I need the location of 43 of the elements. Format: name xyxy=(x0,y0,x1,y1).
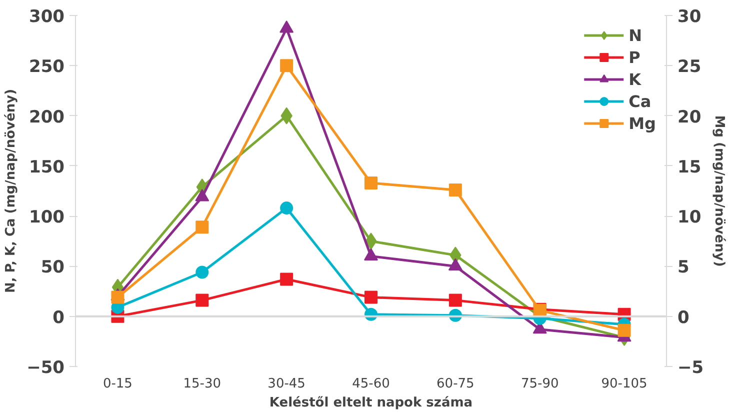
point xyxy=(448,294,462,307)
y-tick-label: 100 xyxy=(29,208,65,228)
point xyxy=(364,290,378,304)
y2-tick-label: 30 xyxy=(678,7,702,27)
legend-label: Mg xyxy=(628,114,656,132)
legend-label: N xyxy=(628,26,644,44)
y2-tick-label: 0 xyxy=(678,308,690,328)
x-tick-label: 45-60 xyxy=(352,376,390,392)
y-axis-title: N, P, K, Ca (mg/nap/növény) xyxy=(4,88,19,294)
point xyxy=(364,176,378,190)
x-tick-label: 0-15 xyxy=(102,376,132,392)
y-tick-label: 0 xyxy=(52,308,65,328)
point xyxy=(448,183,462,196)
point xyxy=(196,220,209,234)
point xyxy=(111,290,124,304)
y2-axis-title: Mg (mg/nap/növény) xyxy=(712,115,727,267)
y2-tick-label: −5 xyxy=(678,358,704,378)
y-tick-label: 50 xyxy=(40,258,65,278)
point xyxy=(280,202,294,215)
y2-tick-label: 10 xyxy=(678,208,702,228)
point xyxy=(618,324,631,337)
legend-label: P xyxy=(628,48,642,66)
y-tick-label: 150 xyxy=(29,157,65,178)
y-tick-label: −50 xyxy=(26,358,65,378)
point xyxy=(196,266,209,279)
x-tick-label: 15-30 xyxy=(183,376,222,392)
point xyxy=(280,59,294,72)
x-tick-label: 30-45 xyxy=(268,376,306,392)
y-tick-label: 200 xyxy=(29,107,65,128)
y2-tick-label: 20 xyxy=(678,107,702,128)
point xyxy=(280,272,294,286)
x-tick-label: 60-75 xyxy=(436,376,474,392)
point xyxy=(196,294,209,307)
legend-label: Ca xyxy=(628,92,652,110)
y-tick-label: 250 xyxy=(29,57,65,78)
y2-tick-label: 25 xyxy=(678,57,702,78)
x-tick-label: 75-90 xyxy=(520,376,559,392)
x-tick-label: 90-105 xyxy=(601,376,648,392)
x-axis-title: Keléstől eltelt napok száma xyxy=(269,396,473,410)
legend-label: K xyxy=(628,70,642,88)
y2-tick-label: 15 xyxy=(678,157,702,178)
y-tick-label: 300 xyxy=(29,7,65,27)
y2-tick-label: 5 xyxy=(678,258,690,278)
